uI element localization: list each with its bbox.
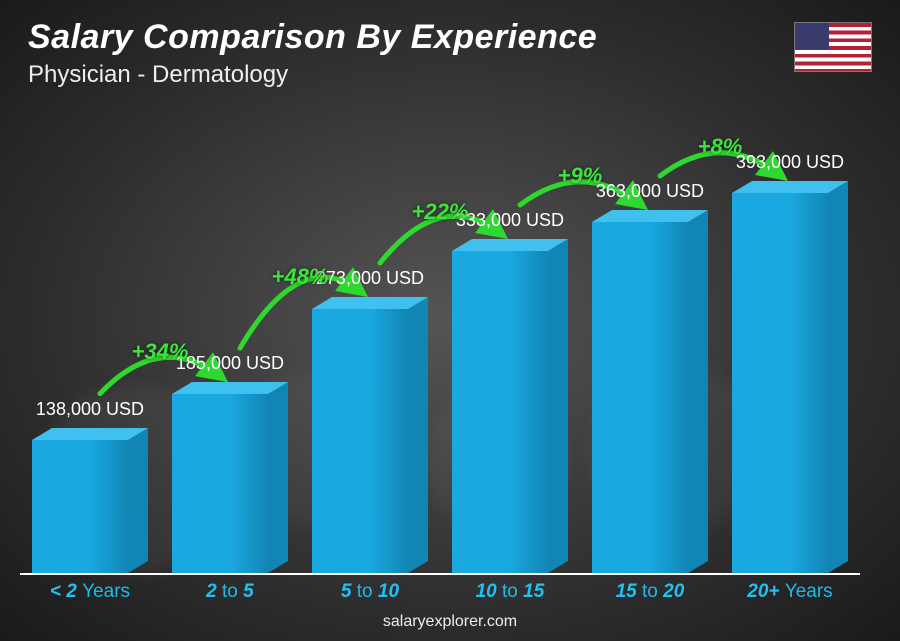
bar-value-label: 138,000 USD (20, 399, 160, 420)
page-subtitle: Physician - Dermatology (28, 61, 597, 89)
title-block: Salary Comparison By Experience Physicia… (28, 18, 597, 89)
growth-pct-label: +34% (132, 339, 189, 365)
bar-category-label: < 2 Years (20, 581, 160, 603)
bar-category-label: 10 to 15 (440, 581, 580, 603)
bar-category-label: 2 to 5 (160, 581, 300, 603)
bar (172, 382, 288, 573)
growth-pct-label: +48% (272, 264, 329, 290)
bar-category-label: 15 to 20 (580, 581, 720, 603)
growth-pct-label: +8% (698, 134, 743, 160)
country-flag-icon (794, 22, 872, 72)
growth-pct-label: +22% (412, 199, 469, 225)
growth-pct-label: +9% (558, 163, 603, 189)
footer-source: salaryexplorer.com (0, 613, 900, 631)
chart-baseline (20, 573, 860, 575)
salary-bar-chart: 138,000 USD< 2 Years185,000 USD2 to 5273… (20, 110, 860, 573)
bar-category-label: 5 to 10 (300, 581, 440, 603)
bar (732, 181, 848, 573)
bar (32, 428, 148, 573)
bar-category-label: 20+ Years (720, 581, 860, 603)
page-title: Salary Comparison By Experience (28, 18, 597, 57)
bar (452, 239, 568, 573)
bar (592, 210, 708, 573)
bar (312, 297, 428, 573)
